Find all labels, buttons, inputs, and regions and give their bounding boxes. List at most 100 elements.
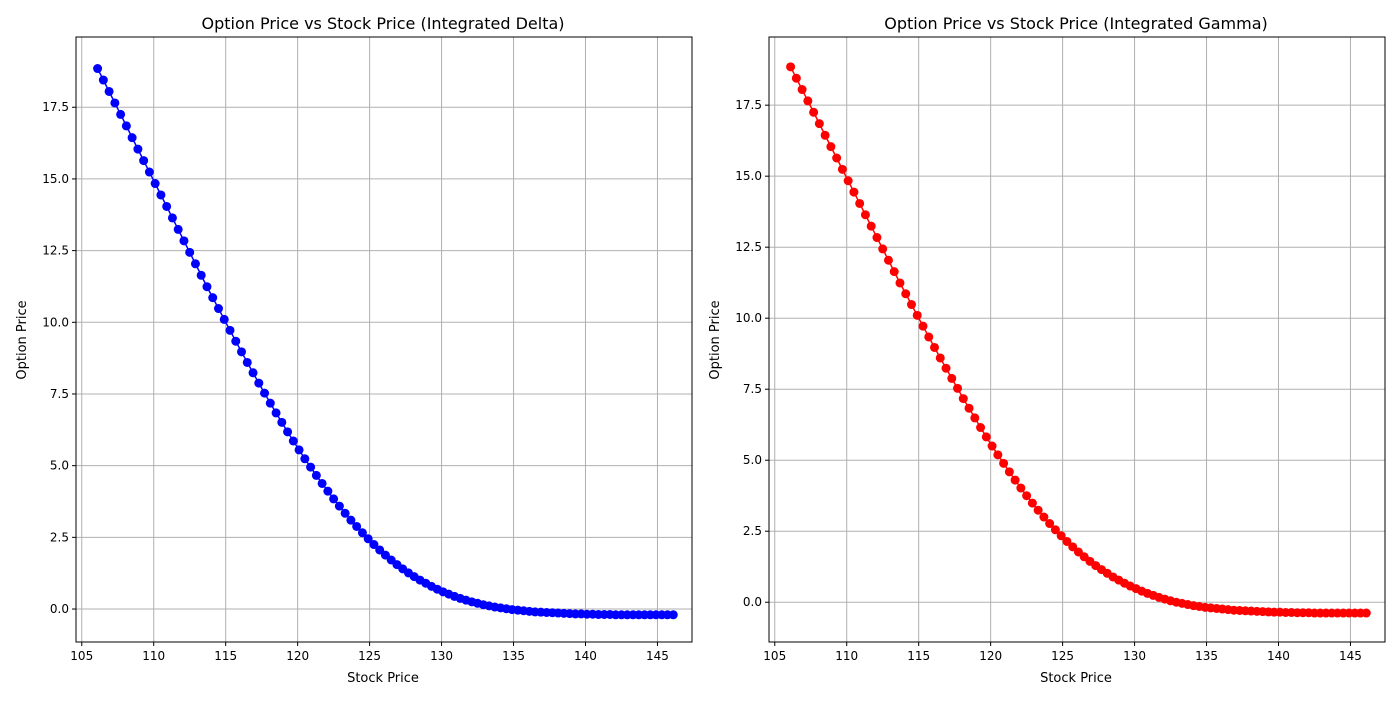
chart-panel-integrated-gamma: Option Price vs Stock Price (Integrated …	[708, 14, 1386, 686]
data-point	[924, 332, 934, 342]
data-point	[918, 321, 928, 331]
y-tick-label: 12.5	[735, 240, 762, 254]
series-line	[96, 68, 674, 616]
data-point	[837, 164, 847, 174]
data-point	[173, 224, 183, 234]
data-point	[334, 501, 344, 511]
data-point	[786, 62, 796, 72]
data-point	[167, 213, 177, 223]
data-point	[791, 73, 801, 83]
data-point	[803, 96, 813, 106]
y-tick-label: 10.0	[42, 315, 69, 329]
data-point	[964, 403, 974, 413]
x-tick-label: 135	[502, 649, 525, 663]
data-point	[860, 210, 870, 220]
data-point	[1068, 542, 1078, 552]
data-point	[231, 336, 241, 346]
chart-title: Option Price vs Stock Price (Integrated …	[884, 14, 1268, 33]
data-point	[826, 142, 836, 152]
x-tick-label: 145	[646, 649, 669, 663]
data-point	[179, 236, 189, 246]
data-point	[1010, 475, 1020, 485]
x-tick-label: 115	[907, 649, 930, 663]
x-tick-label: 120	[286, 649, 309, 663]
data-point	[872, 233, 882, 243]
data-point	[271, 408, 281, 418]
data-point	[912, 310, 922, 320]
data-point	[185, 247, 195, 257]
data-point	[895, 278, 905, 288]
x-tick-label: 135	[1195, 649, 1218, 663]
data-point	[976, 423, 986, 433]
data-point	[156, 190, 166, 200]
y-tick-label: 15.0	[735, 169, 762, 183]
data-point	[242, 357, 252, 367]
data-point	[306, 462, 316, 472]
data-point	[346, 515, 356, 525]
data-point	[340, 508, 350, 518]
data-point	[127, 133, 137, 143]
x-tick-label: 130	[1123, 649, 1146, 663]
data-point	[941, 363, 951, 373]
data-point	[797, 85, 807, 95]
y-tick-label: 7.5	[743, 382, 762, 396]
data-point	[219, 314, 229, 324]
data-point	[1016, 483, 1026, 493]
data-point	[883, 255, 893, 265]
y-tick-label: 17.5	[42, 100, 69, 114]
y-tick-label: 15.0	[42, 172, 69, 186]
data-point	[970, 413, 980, 423]
data-point	[906, 300, 916, 310]
data-point	[213, 304, 223, 314]
data-point	[300, 454, 310, 464]
y-tick-label: 5.0	[50, 459, 69, 473]
y-tick-label: 17.5	[735, 98, 762, 112]
data-point	[311, 470, 321, 480]
y-tick-label: 10.0	[735, 311, 762, 325]
data-point	[843, 176, 853, 186]
data-point	[1361, 608, 1371, 618]
data-point	[265, 398, 275, 408]
x-tick-label: 125	[1051, 649, 1074, 663]
data-point	[953, 383, 963, 393]
data-point	[668, 610, 678, 620]
data-point	[930, 342, 940, 352]
x-axis-label: Stock Price	[1040, 671, 1112, 686]
data-point	[1056, 531, 1066, 541]
data-point	[139, 156, 149, 166]
y-axis-label: Option Price	[708, 300, 723, 379]
x-tick-label: 110	[835, 649, 858, 663]
data-point	[254, 378, 264, 388]
data-point	[1062, 536, 1072, 546]
data-point	[981, 432, 991, 442]
data-point	[104, 86, 114, 96]
plot-frame	[75, 36, 693, 643]
data-point	[999, 458, 1009, 468]
chart-panel-integrated-delta: Option Price vs Stock Price (Integrated …	[15, 14, 693, 686]
series-option-price-gamma	[786, 62, 1371, 618]
x-tick-label: 140	[574, 649, 597, 663]
data-point	[814, 119, 824, 129]
data-point	[116, 109, 126, 119]
data-point	[866, 221, 876, 231]
data-point	[1022, 491, 1032, 501]
data-point	[133, 144, 143, 154]
data-point	[935, 353, 945, 363]
y-tick-label: 7.5	[50, 387, 69, 401]
data-point	[237, 347, 247, 357]
data-point	[352, 521, 362, 531]
data-point	[889, 267, 899, 277]
data-point	[958, 394, 968, 404]
data-point	[987, 441, 997, 451]
y-tick-label: 2.5	[50, 530, 69, 544]
data-point	[1033, 505, 1043, 515]
y-axis-label: Option Price	[15, 300, 30, 379]
data-point	[1004, 467, 1014, 477]
x-tick-label: 125	[358, 649, 381, 663]
chart-title: Option Price vs Stock Price (Integrated …	[201, 14, 564, 33]
data-point	[144, 167, 154, 177]
data-point	[162, 201, 172, 211]
data-point	[110, 98, 120, 108]
data-point	[849, 187, 859, 197]
